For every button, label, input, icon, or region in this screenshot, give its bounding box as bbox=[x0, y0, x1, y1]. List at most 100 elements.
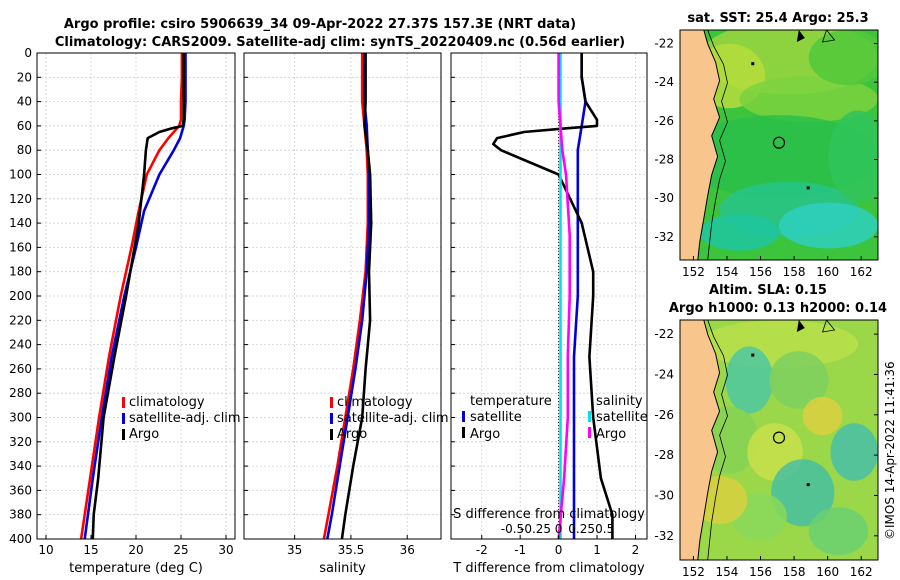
field-patch bbox=[828, 110, 878, 203]
legend-label-satellite: satellite-adj. clim bbox=[129, 411, 241, 426]
salinity-legend: climatology satellite-adj. clim Argo bbox=[330, 395, 449, 442]
lon-tick-label: 162 bbox=[850, 565, 873, 579]
reef-marker bbox=[796, 30, 805, 42]
y-tick-label: 160 bbox=[9, 240, 32, 254]
y-tick-label: 220 bbox=[9, 313, 32, 327]
series-group bbox=[322, 53, 373, 539]
island-marker bbox=[751, 62, 755, 66]
legend-label-satellite: satellite-adj. clim bbox=[337, 411, 449, 426]
s-tick-label: 0 bbox=[555, 522, 563, 536]
legend-swatch-t-argo bbox=[462, 427, 465, 438]
lat-tick-label: -32 bbox=[654, 230, 674, 244]
bathymetry-contour bbox=[707, 30, 728, 260]
legend-swatch-climatology bbox=[330, 397, 333, 408]
legend-swatch-t-satellite bbox=[462, 411, 465, 422]
reef-outline bbox=[821, 320, 836, 333]
lon-tick-label: 158 bbox=[783, 265, 806, 279]
lat-tick-label: -24 bbox=[654, 367, 674, 381]
legend-label-argo: Argo bbox=[337, 427, 367, 442]
y-tick-label: 200 bbox=[9, 289, 32, 303]
y-tick-label: 340 bbox=[9, 459, 32, 473]
lat-tick-label: -26 bbox=[654, 408, 674, 422]
legend-label-climatology: climatology bbox=[337, 395, 413, 410]
legend-swatch-argo bbox=[330, 429, 333, 440]
series-line-argo bbox=[340, 53, 373, 539]
series-group bbox=[491, 53, 614, 539]
s-tick-label: 0.25 bbox=[568, 522, 595, 536]
y-tick-label: 140 bbox=[9, 216, 32, 230]
field-patch bbox=[725, 346, 774, 414]
y-tick-label: 360 bbox=[9, 483, 32, 497]
lat-tick-label: -22 bbox=[654, 327, 674, 341]
series-line-satellite-adj-clim bbox=[326, 53, 371, 539]
lon-tick-label: 158 bbox=[783, 565, 806, 579]
y-tick-label: 280 bbox=[9, 386, 32, 400]
y-tick-label: 40 bbox=[17, 95, 32, 109]
legend-label-s-argo: Argo bbox=[596, 427, 626, 442]
land-mass bbox=[680, 320, 721, 560]
lon-tick-label: 152 bbox=[682, 565, 705, 579]
y-tick-label: 60 bbox=[17, 119, 32, 133]
map-frame bbox=[679, 319, 879, 561]
field-patch bbox=[779, 202, 878, 249]
legend-swatch-satellite bbox=[122, 413, 125, 424]
x-axis-label: salinity bbox=[319, 561, 366, 576]
lat-tick-label: -32 bbox=[654, 529, 674, 543]
series-line-t-argo bbox=[491, 53, 614, 539]
y-tick-label: 260 bbox=[9, 362, 32, 376]
legend-swatch-s-satellite bbox=[588, 411, 591, 422]
x-tick-label: 35 bbox=[287, 543, 302, 557]
x-tick-label: -2 bbox=[476, 543, 488, 557]
x-tick-label: -1 bbox=[514, 543, 526, 557]
field-patch bbox=[699, 214, 780, 251]
lon-tick-label: 160 bbox=[816, 565, 839, 579]
series-line-s-argo bbox=[557, 53, 572, 539]
map-frame bbox=[679, 29, 879, 261]
s-tick-label: 0.5 bbox=[595, 522, 614, 536]
lon-tick-label: 152 bbox=[682, 265, 705, 279]
x-tick-label: 1 bbox=[593, 543, 601, 557]
lat-tick-label: -28 bbox=[654, 448, 674, 462]
y-tick-label: 80 bbox=[17, 143, 32, 157]
field-patch bbox=[769, 351, 829, 409]
sla-map-title-line1: Altim. SLA: 0.15 bbox=[709, 283, 827, 298]
field-patch bbox=[739, 76, 878, 122]
field-patch bbox=[808, 507, 869, 556]
lon-tick-label: 156 bbox=[749, 265, 772, 279]
lon-tick-label: 154 bbox=[716, 265, 739, 279]
series-group bbox=[79, 53, 187, 539]
y-tick-label: 180 bbox=[9, 265, 32, 279]
sst-map: 152 154 156 158 160 162 -22 -24 -26 -28 -30 -32 bbox=[654, 29, 879, 279]
legend-swatch-satellite bbox=[330, 413, 333, 424]
x-tick-label: 15 bbox=[83, 543, 98, 557]
x-tick-label: 25 bbox=[173, 543, 188, 557]
series-line-climatology bbox=[79, 53, 184, 539]
legend-label-t-satellite: satellite bbox=[470, 410, 522, 425]
argo-location-marker bbox=[772, 136, 786, 149]
field-patch bbox=[808, 30, 878, 86]
legend-swatch-climatology bbox=[122, 397, 125, 408]
legend-swatch-argo bbox=[122, 429, 125, 440]
legend-label-t-argo: Argo bbox=[470, 427, 500, 442]
reef-outline bbox=[821, 30, 836, 43]
lat-tick-label: -30 bbox=[654, 488, 674, 502]
imos-timestamp: ©IMOS 14-Apr-2022 11:41:36 bbox=[883, 361, 897, 540]
s-difference-tick-labels: -0.5-0.25 0 0.25 0.5 bbox=[501, 522, 614, 536]
series-line-satellite-adj-clim bbox=[83, 53, 187, 539]
s-tick-label: -0.25 bbox=[520, 522, 551, 536]
s-difference-axis-label: S difference from climatology bbox=[453, 507, 645, 522]
x-axis-label: temperature (deg C) bbox=[69, 561, 203, 576]
x-tick-label: 30 bbox=[218, 543, 233, 557]
temperature-panel: 10 15 20 25 30 temperature (deg C) 0 20 40 60 80 10… bbox=[9, 46, 236, 576]
x-tick-label: 0 bbox=[555, 543, 563, 557]
x-axis-label: T difference from climatology bbox=[452, 561, 645, 576]
lon-tick-label: 154 bbox=[716, 565, 739, 579]
field-patch bbox=[680, 115, 878, 198]
difference-panel: -2 -1 0 1 2 T difference from climatology bbox=[450, 52, 648, 576]
y-tick-label: 240 bbox=[9, 338, 32, 352]
y-tick-label: 400 bbox=[9, 532, 32, 546]
difference-legend: temperature satellite Argo salinity sate… bbox=[462, 394, 648, 442]
figure-title-line2: Climatology: CARS2009. Satellite-adj cli… bbox=[55, 35, 625, 50]
y-tick-label: 0 bbox=[24, 46, 32, 60]
y-tick-label: 100 bbox=[9, 168, 32, 182]
